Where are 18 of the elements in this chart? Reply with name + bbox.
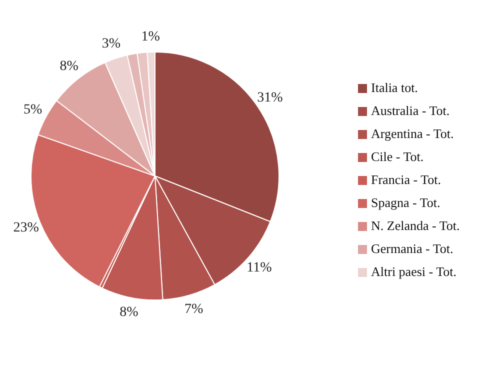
data-label: 31% <box>257 90 284 106</box>
data-label: 7% <box>184 302 204 317</box>
legend-label: Argentina - Tot. <box>371 126 454 142</box>
data-label: 8% <box>60 59 79 74</box>
data-label: 8% <box>120 305 139 320</box>
legend-label: Francia - Tot. <box>371 172 441 188</box>
legend-label: Cile - Tot. <box>371 149 424 165</box>
legend-label: N. Zelanda - Tot. <box>371 218 460 234</box>
data-label: 23% <box>13 220 40 236</box>
legend-label: Germania - Tot. <box>371 241 454 257</box>
legend-label: Australia - Tot. <box>371 103 450 119</box>
legend-label: Italia tot. <box>371 80 418 96</box>
data-label: 3% <box>102 36 121 52</box>
data-label: 5% <box>23 102 42 118</box>
data-label: 11% <box>246 260 272 276</box>
legend-label: Spagna - Tot. <box>371 195 440 211</box>
legend-label: Altri paesi - Tot. <box>371 264 457 280</box>
data-label: 1% <box>141 30 160 45</box>
